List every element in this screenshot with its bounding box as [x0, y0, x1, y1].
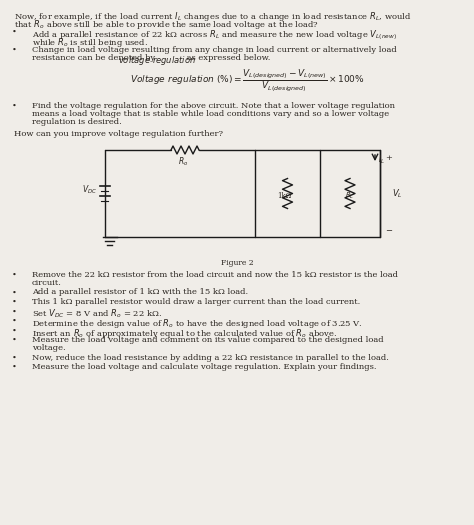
Text: Remove the 22 kΩ resistor from the load circuit and now the 15 kΩ resistor is th: Remove the 22 kΩ resistor from the load …: [32, 271, 398, 279]
Text: •: •: [12, 308, 17, 316]
Text: circuit.: circuit.: [32, 279, 62, 287]
Text: $R_o$: $R_o$: [178, 155, 188, 167]
Text: Measure the load voltage and comment on its value compared to the designed load: Measure the load voltage and comment on …: [32, 336, 383, 344]
Text: that $R_o$ above still be able to provide the same load voltage at the load?: that $R_o$ above still be able to provid…: [14, 18, 319, 31]
Text: regulation is desired.: regulation is desired.: [32, 118, 122, 126]
Text: •: •: [12, 271, 17, 279]
Text: $I_L$: $I_L$: [378, 153, 385, 165]
Text: Now, for example, if the load current $I_L$ changes due to a change in load resi: Now, for example, if the load current $I…: [14, 10, 411, 23]
Text: $\mathit{Voltage\ regulation}$ $(\%) = \dfrac{V_{L(designed)} - V_{L(new)}}{V_{L: $\mathit{Voltage\ regulation}$ $(\%) = \…: [129, 67, 365, 93]
Text: Figure 2: Figure 2: [221, 259, 253, 267]
Text: Change in load voltage resulting from any change in load current or alternativel: Change in load voltage resulting from an…: [32, 46, 397, 54]
Text: •: •: [12, 102, 17, 110]
Text: −: −: [385, 227, 392, 235]
Text: •: •: [12, 336, 17, 344]
Text: •: •: [12, 28, 17, 36]
Text: while $R_o$ is still being used.: while $R_o$ is still being used.: [32, 36, 148, 49]
Text: •: •: [12, 317, 17, 325]
Text: $R_L$: $R_L$: [346, 191, 355, 201]
Text: Determine the design value of $R_o$ to have the designed load voltage of 3.25 V.: Determine the design value of $R_o$ to h…: [32, 317, 363, 330]
Text: Insert an $R_o$ of approximately equal to the calculated value of $R_o$ above.: Insert an $R_o$ of approximately equal t…: [32, 327, 337, 340]
Text: voltage.: voltage.: [32, 344, 65, 352]
Text: •: •: [12, 298, 17, 306]
Text: Add a parallel resistor of 1 kΩ with the 15 kΩ load.: Add a parallel resistor of 1 kΩ with the…: [32, 289, 248, 297]
Text: Set $V_{DC}$ = 8 V and $R_o$ = 22 kΩ.: Set $V_{DC}$ = 8 V and $R_o$ = 22 kΩ.: [32, 308, 162, 320]
Text: Add a parallel resistance of 22 kΩ across $R_L$ and measure the new load voltage: Add a parallel resistance of 22 kΩ acros…: [32, 28, 397, 42]
Text: $\mathit{voltage\ regulation}$: $\mathit{voltage\ regulation}$: [118, 54, 196, 67]
Text: +: +: [385, 154, 392, 162]
Text: •: •: [12, 327, 17, 334]
Text: Measure the load voltage and calculate voltage regulation. Explain your findings: Measure the load voltage and calculate v…: [32, 363, 376, 371]
Text: 1kΩ: 1kΩ: [277, 192, 292, 200]
Text: •: •: [12, 289, 17, 297]
Text: resistance can be denoted by: resistance can be denoted by: [32, 54, 158, 62]
Text: as expressed below.: as expressed below.: [184, 54, 270, 62]
Text: Now, reduce the load resistance by adding a 22 kΩ resistance in parallel to the : Now, reduce the load resistance by addin…: [32, 353, 389, 362]
Text: •: •: [12, 363, 17, 371]
Text: •: •: [12, 353, 17, 362]
Text: Find the voltage regulation for the above circuit. Note that a lower voltage reg: Find the voltage regulation for the abov…: [32, 102, 395, 110]
Text: means a load voltage that is stable while load conditions vary and so a lower vo: means a load voltage that is stable whil…: [32, 110, 389, 118]
Text: How can you improve voltage regulation further?: How can you improve voltage regulation f…: [14, 130, 223, 138]
Text: $V_L$: $V_L$: [392, 187, 402, 200]
Text: •: •: [12, 46, 17, 54]
Text: This 1 kΩ parallel resistor would draw a larger current than the load current.: This 1 kΩ parallel resistor would draw a…: [32, 298, 360, 306]
Text: $V_{DC}$: $V_{DC}$: [82, 183, 97, 196]
